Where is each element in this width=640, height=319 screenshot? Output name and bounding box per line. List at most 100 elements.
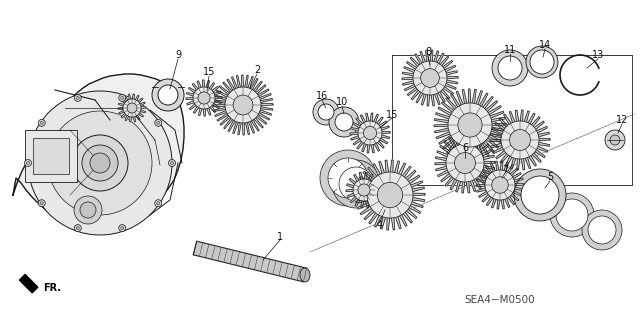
Text: FR.: FR. (43, 283, 61, 293)
Circle shape (413, 61, 447, 95)
Circle shape (155, 200, 162, 207)
Circle shape (198, 92, 210, 104)
Circle shape (610, 135, 620, 145)
Circle shape (335, 113, 353, 131)
Circle shape (514, 169, 566, 221)
Circle shape (320, 150, 376, 206)
Circle shape (48, 111, 152, 215)
Circle shape (501, 121, 539, 159)
Circle shape (72, 135, 128, 191)
Circle shape (498, 56, 522, 80)
Text: SEA4−M0500: SEA4−M0500 (465, 295, 535, 305)
Circle shape (485, 170, 515, 200)
Circle shape (157, 121, 160, 124)
Polygon shape (355, 160, 425, 230)
Circle shape (152, 79, 184, 111)
Circle shape (492, 177, 508, 193)
Text: 4: 4 (377, 220, 383, 230)
Circle shape (530, 50, 554, 74)
Circle shape (588, 216, 616, 244)
Circle shape (339, 167, 373, 201)
Text: 2: 2 (254, 65, 260, 75)
Polygon shape (193, 241, 307, 282)
Circle shape (90, 153, 110, 173)
Circle shape (119, 225, 125, 232)
Polygon shape (213, 75, 273, 135)
Circle shape (353, 179, 375, 201)
Polygon shape (19, 274, 38, 293)
Circle shape (119, 94, 125, 101)
Circle shape (328, 158, 368, 198)
Circle shape (40, 121, 44, 124)
Circle shape (550, 193, 594, 237)
Circle shape (24, 160, 31, 167)
Polygon shape (402, 50, 458, 106)
Bar (33, 138, 69, 174)
Polygon shape (435, 133, 495, 193)
Text: 16: 16 (316, 91, 328, 101)
Polygon shape (434, 89, 506, 161)
Polygon shape (118, 94, 146, 122)
Circle shape (509, 130, 531, 151)
Circle shape (458, 113, 482, 137)
Circle shape (358, 184, 370, 196)
Circle shape (358, 121, 382, 145)
Circle shape (38, 119, 45, 126)
Ellipse shape (300, 268, 310, 282)
Circle shape (605, 130, 625, 150)
Polygon shape (350, 113, 390, 153)
Circle shape (168, 160, 175, 167)
Text: 13: 13 (592, 50, 604, 60)
Text: 7: 7 (502, 165, 508, 175)
Text: 12: 12 (616, 115, 628, 125)
Circle shape (76, 226, 79, 230)
Circle shape (80, 202, 96, 218)
Circle shape (193, 87, 215, 109)
Text: 14: 14 (539, 40, 551, 50)
Text: 8: 8 (425, 47, 431, 57)
Circle shape (448, 103, 492, 147)
Bar (25, 130, 77, 182)
Circle shape (74, 94, 81, 101)
Circle shape (26, 161, 29, 165)
Circle shape (155, 119, 162, 126)
Circle shape (329, 107, 359, 137)
Text: 5: 5 (547, 172, 553, 182)
Circle shape (82, 145, 118, 181)
Circle shape (332, 160, 380, 208)
Text: 15: 15 (203, 67, 215, 77)
Polygon shape (346, 172, 382, 208)
Circle shape (454, 152, 476, 174)
Circle shape (38, 200, 45, 207)
Text: 11: 11 (504, 45, 516, 55)
Text: 10: 10 (336, 97, 348, 107)
Circle shape (233, 95, 253, 115)
Circle shape (582, 210, 622, 250)
Circle shape (170, 161, 173, 165)
Polygon shape (13, 74, 184, 225)
Circle shape (313, 99, 339, 125)
Text: 6: 6 (462, 143, 468, 153)
Circle shape (420, 69, 439, 87)
Circle shape (40, 202, 44, 205)
Circle shape (76, 96, 79, 100)
Text: 15: 15 (386, 110, 398, 120)
Circle shape (446, 144, 484, 182)
Circle shape (157, 202, 160, 205)
Text: 1: 1 (277, 232, 283, 242)
Circle shape (121, 226, 124, 230)
Circle shape (318, 104, 334, 120)
Circle shape (158, 85, 178, 105)
Circle shape (74, 225, 81, 232)
Circle shape (526, 46, 558, 78)
Circle shape (521, 176, 559, 214)
Circle shape (28, 91, 172, 235)
Circle shape (225, 87, 261, 123)
Circle shape (364, 126, 376, 140)
Circle shape (121, 96, 124, 100)
Text: 9: 9 (175, 50, 181, 60)
Polygon shape (490, 110, 550, 170)
Polygon shape (476, 161, 524, 209)
Circle shape (74, 196, 102, 224)
Polygon shape (186, 80, 222, 116)
